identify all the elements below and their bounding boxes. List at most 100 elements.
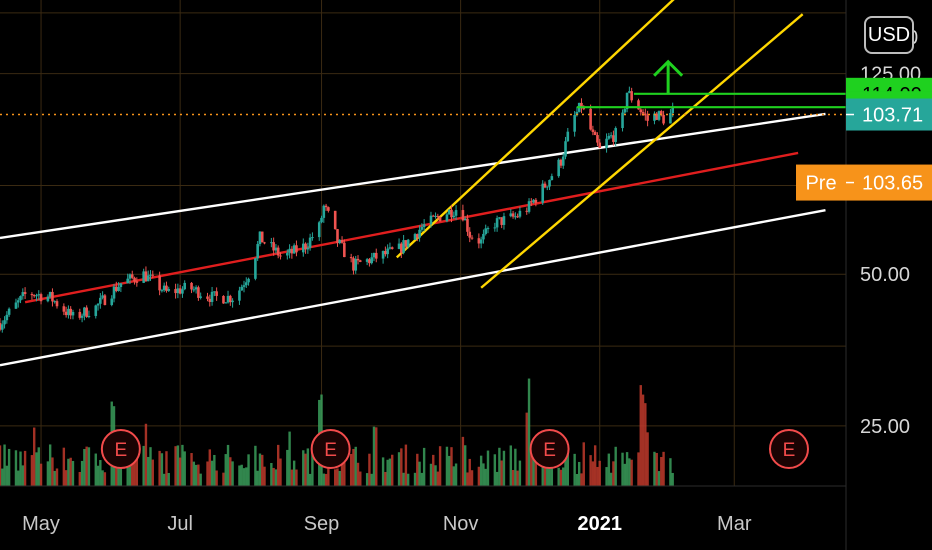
volume-bar <box>578 461 581 486</box>
candle-body <box>30 293 34 296</box>
candle-body <box>222 295 225 304</box>
candle-body <box>48 291 52 297</box>
candle-body <box>589 108 592 130</box>
candle-body <box>94 305 98 316</box>
volume-bar <box>324 473 328 486</box>
volume-bar <box>495 471 499 486</box>
candle-body <box>263 242 266 244</box>
candle-body <box>370 257 373 264</box>
candle-body <box>598 142 602 148</box>
volume-bar <box>229 457 232 486</box>
volume-bar <box>477 466 481 486</box>
candle-body <box>644 113 647 116</box>
candle-body <box>525 210 529 212</box>
candle-body <box>199 296 202 298</box>
volume-bar <box>384 471 387 486</box>
candle-body <box>630 91 633 101</box>
price-tag-label: 103.65 <box>862 173 923 195</box>
candle-body <box>655 113 659 120</box>
candle-body <box>308 237 312 248</box>
volume-bar <box>352 448 355 486</box>
volume-bar <box>96 465 100 486</box>
volume-bar <box>527 378 531 486</box>
mid-line <box>24 151 799 304</box>
volume-bar <box>609 472 613 486</box>
candle-body <box>0 324 4 330</box>
candle-body <box>530 201 533 203</box>
candle-body <box>358 260 362 262</box>
x-tick-label: 2021 <box>577 513 622 535</box>
volume-bar <box>17 470 20 486</box>
candle-body <box>548 180 551 187</box>
candle-body <box>158 275 161 291</box>
candle-body <box>349 257 353 259</box>
candle-body <box>454 210 458 216</box>
candle-body <box>178 288 182 294</box>
x-tick-label: Sep <box>304 513 340 535</box>
candle-body <box>534 199 538 203</box>
candle-body <box>240 286 244 291</box>
candle-body <box>614 128 617 142</box>
candle-body <box>71 311 75 316</box>
volume-bar <box>514 448 517 486</box>
volume-bar <box>564 447 567 486</box>
candle-body <box>327 207 330 211</box>
candle-body <box>304 243 307 250</box>
x-tick-label: May <box>22 513 60 535</box>
volume-bar <box>51 457 54 486</box>
volume-bar <box>222 472 225 486</box>
volume-bar <box>133 448 136 486</box>
candle-body <box>69 308 72 316</box>
volume-bar <box>208 449 211 486</box>
candle-body <box>270 242 273 244</box>
volume-bar <box>83 449 86 486</box>
volume-bar <box>591 461 595 486</box>
volume-bar <box>541 453 544 486</box>
candle-body <box>653 113 656 121</box>
volume-bar <box>64 470 68 486</box>
volume-bar <box>573 453 576 486</box>
candle-body <box>596 135 599 143</box>
volume-bar <box>240 464 243 486</box>
volume-bar <box>46 461 50 486</box>
volume-bar <box>662 451 665 486</box>
candle-body <box>46 296 50 302</box>
candle-body <box>429 215 433 225</box>
candle-body <box>438 216 442 222</box>
candle-body <box>224 302 228 304</box>
volume-bar <box>254 445 257 486</box>
volume-bar <box>621 452 624 486</box>
candle-body <box>527 201 531 212</box>
candle-body <box>434 215 437 217</box>
volume-bar <box>142 445 145 486</box>
volume-bar <box>327 459 330 486</box>
volume-bar <box>224 454 227 486</box>
volume-bar <box>429 463 433 486</box>
candle-body <box>62 306 66 312</box>
volume-bar <box>183 451 186 486</box>
candle-body <box>479 239 483 244</box>
volume-bar <box>404 444 408 486</box>
candle-body <box>256 244 259 259</box>
volume-bar <box>575 473 579 486</box>
earnings-marker-label: E <box>115 440 128 461</box>
volume-bar <box>242 468 246 486</box>
volume-bar <box>62 447 66 486</box>
candle-body <box>192 289 196 291</box>
candle-body <box>445 214 449 222</box>
candle-body <box>197 287 200 298</box>
volume-bar <box>338 470 341 486</box>
volume-bar <box>308 473 312 486</box>
candle-body <box>133 277 136 282</box>
volume-bar <box>391 454 394 486</box>
volume-bar <box>5 465 9 486</box>
volume-bar <box>639 385 642 486</box>
volume-bar <box>215 470 218 486</box>
candle-body <box>55 301 59 307</box>
candle-body <box>561 156 565 166</box>
candle-body <box>276 247 280 256</box>
candle-body <box>5 314 9 321</box>
candle-body <box>78 311 82 318</box>
currency-button[interactable]: USD <box>864 16 914 54</box>
